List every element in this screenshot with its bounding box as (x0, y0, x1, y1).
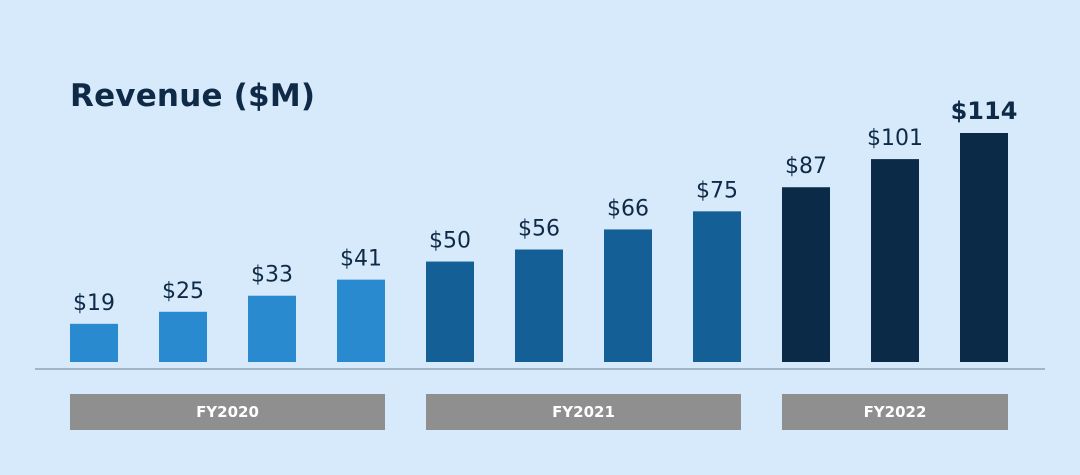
bar-6 (604, 229, 652, 362)
fiscal-year-band-0 (70, 394, 385, 430)
fiscal-year-label-2: FY2022 (864, 403, 927, 421)
bar-4 (426, 261, 474, 362)
chart-title: Revenue ($M) (70, 78, 316, 114)
bar-9 (871, 159, 919, 362)
fiscal-year-band-2 (782, 394, 1008, 430)
bar-value-label-4: $50 (429, 229, 471, 254)
bar-10 (960, 133, 1008, 362)
bar-value-label-5: $56 (518, 217, 560, 242)
bar-2 (248, 295, 296, 362)
bar-0 (70, 323, 118, 362)
fiscal-year-band-1 (426, 394, 741, 430)
fiscal-year-label-0: FY2020 (196, 403, 259, 421)
bar-8 (782, 187, 830, 362)
bar-7 (693, 211, 741, 362)
bar-value-label-0: $19 (73, 291, 115, 316)
bar-value-label-1: $25 (162, 279, 204, 304)
bar-value-label-8: $87 (785, 154, 827, 179)
bar-value-label-7: $75 (696, 178, 738, 203)
fiscal-year-label-1: FY2021 (552, 403, 615, 421)
bar-value-label-3: $41 (340, 247, 382, 272)
bar-value-label-9: $101 (867, 126, 923, 151)
bar-value-label-10: $114 (951, 97, 1018, 125)
bar-value-label-6: $66 (607, 196, 649, 221)
bar-1 (159, 311, 207, 362)
bar-5 (515, 249, 563, 362)
bar-3 (337, 279, 385, 362)
bar-value-label-2: $33 (251, 263, 293, 288)
